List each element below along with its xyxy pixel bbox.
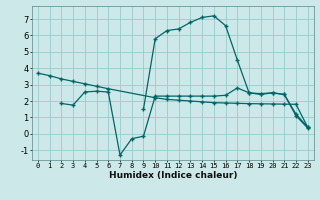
X-axis label: Humidex (Indice chaleur): Humidex (Indice chaleur)	[108, 171, 237, 180]
